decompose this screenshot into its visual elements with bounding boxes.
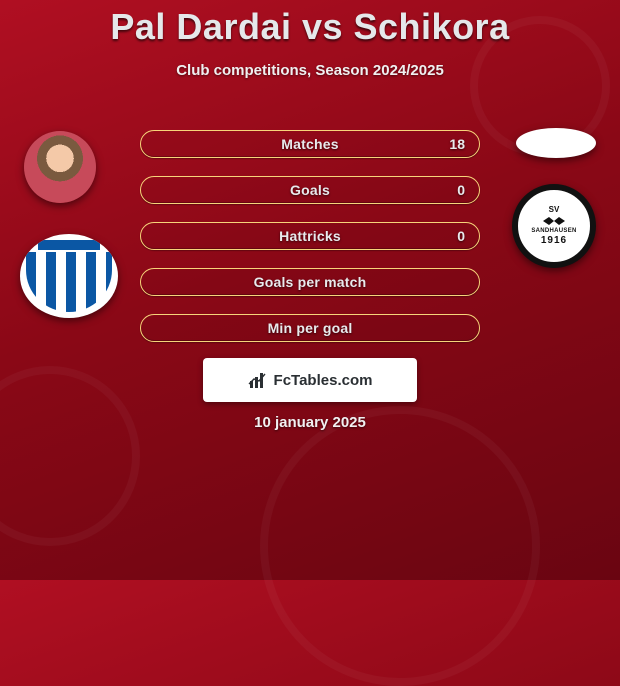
stat-pill-min-per-goal: Min per goal xyxy=(140,314,480,342)
stat-label: Hattricks xyxy=(279,228,341,244)
stat-label: Goals xyxy=(290,182,330,198)
stat-value-right: 18 xyxy=(449,136,465,152)
stat-label: Min per goal xyxy=(268,320,353,336)
crest-right-year: 1916 xyxy=(531,235,576,247)
player-left-avatar xyxy=(24,131,96,203)
crest-left-stripes xyxy=(26,252,112,312)
brand-text: FcTables.com xyxy=(274,372,373,389)
player-right-avatar xyxy=(516,128,596,158)
stat-label: Matches xyxy=(281,136,338,152)
crest-left-flag xyxy=(38,240,100,250)
bg-pattern-circle xyxy=(260,406,540,686)
stat-pill-matches: Matches 18 xyxy=(140,130,480,158)
footer-date: 10 january 2025 xyxy=(0,414,620,431)
brand-box: FcTables.com xyxy=(203,358,417,402)
crest-right-sv: SV xyxy=(531,205,576,215)
club-crest-right: SV SANDHAUSEN 1916 xyxy=(512,184,596,268)
stat-pill-goals: Goals 0 xyxy=(140,176,480,204)
bar-chart-icon xyxy=(248,370,268,390)
bg-pattern-circle xyxy=(0,366,140,546)
handshake-icon xyxy=(541,215,567,227)
stat-pill-hattricks: Hattricks 0 xyxy=(140,222,480,250)
stat-pill-list: Matches 18 Goals 0 Hattricks 0 Goals per… xyxy=(140,130,480,360)
stat-value-right: 0 xyxy=(457,182,465,198)
crest-right-name: SANDHAUSEN xyxy=(531,228,576,235)
stat-label: Goals per match xyxy=(254,274,367,290)
club-crest-left xyxy=(20,234,118,318)
stat-value-right: 0 xyxy=(457,228,465,244)
stat-pill-goals-per-match: Goals per match xyxy=(140,268,480,296)
